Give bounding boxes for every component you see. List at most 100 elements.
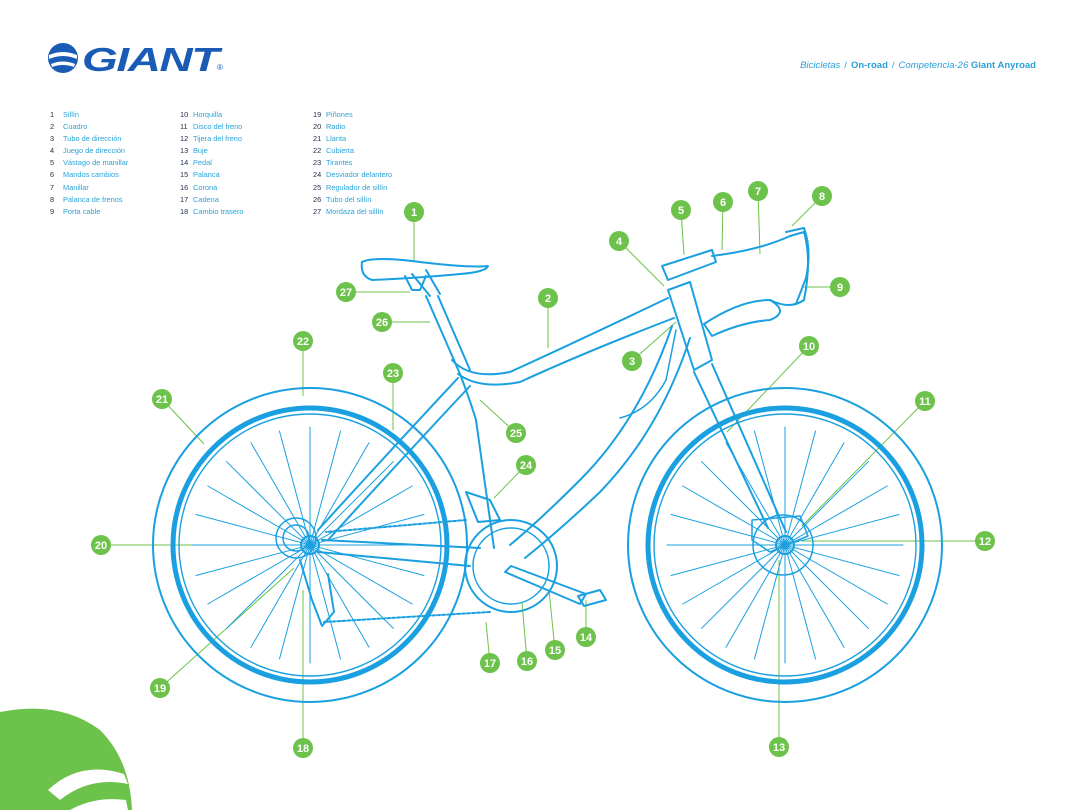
svg-text:1: 1 <box>411 207 417 219</box>
saddle-icon <box>360 258 489 281</box>
legend-number: 16 <box>180 182 189 192</box>
pedal-icon <box>577 589 607 607</box>
legend-number: 21 <box>313 134 322 144</box>
seat-clamp-icon <box>404 275 427 291</box>
legend-number: 14 <box>180 158 189 168</box>
svg-text:27: 27 <box>340 287 352 299</box>
breadcrumb-separator: / <box>891 60 895 71</box>
legend-label: Mandos cambios <box>63 170 119 180</box>
legend-number: 17 <box>180 194 189 204</box>
legend-item: 27 Mordaza del sillín <box>313 206 392 218</box>
legend-label: Cuadro <box>63 122 88 132</box>
badge-5: 5 <box>671 200 691 220</box>
svg-text:19: 19 <box>154 683 166 695</box>
legend-item: 16 Corona <box>180 182 244 194</box>
legend-item: 20 Radio <box>313 121 392 133</box>
legend-item: 26 Tubo del sillín <box>313 194 392 206</box>
legend-number: 7 <box>50 182 55 192</box>
front-derailleur-icon <box>465 491 501 523</box>
chain-top <box>325 519 467 533</box>
svg-text:7: 7 <box>755 186 761 198</box>
legend-item: 21 Llanta <box>313 133 392 145</box>
legend-label: Horquilla <box>193 110 223 119</box>
badge-17: 17 <box>480 653 500 673</box>
svg-text:16: 16 <box>521 656 533 668</box>
legend-label: Piñones <box>326 110 353 119</box>
badge-19: 19 <box>150 678 170 698</box>
brake-lever-icon <box>785 227 810 305</box>
badge-7: 7 <box>748 181 768 201</box>
legend-number: 23 <box>313 158 322 168</box>
brake-disc-icon <box>752 514 814 576</box>
rear-rim <box>170 405 450 685</box>
svg-text:25: 25 <box>510 428 522 440</box>
legend-label: Tubo de dirección <box>63 134 122 144</box>
svg-text:26: 26 <box>376 317 388 329</box>
legend-number: 20 <box>313 122 322 132</box>
svg-text:5: 5 <box>678 205 684 217</box>
decorative-corner-swoosh <box>0 708 132 810</box>
svg-text:23: 23 <box>387 368 399 380</box>
legend-item: 22 Cubierta <box>313 145 392 157</box>
rear-spokes <box>191 426 429 664</box>
badge-15: 15 <box>545 640 565 660</box>
svg-text:10: 10 <box>803 341 815 353</box>
legend-label: Tijera del freno <box>193 134 243 144</box>
front-hub <box>775 535 795 555</box>
svg-text:13: 13 <box>773 742 785 754</box>
stem-icon <box>661 249 717 281</box>
svg-text:4: 4 <box>616 236 623 248</box>
legend-item: 24 Desviador delantero <box>313 169 392 181</box>
breadcrumb-bicicletas[interactable]: Bicicletas <box>800 60 841 71</box>
badge-25: 25 <box>506 423 526 443</box>
legend-number: 10 <box>180 110 189 119</box>
legend-item: 12 Tijera del freno <box>180 133 244 145</box>
legend-number: 8 <box>50 194 55 204</box>
legend-item: 18 Cambio trasero <box>180 206 244 218</box>
breadcrumb-competencia[interactable]: Competencia-26 <box>898 60 969 71</box>
badge-16: 16 <box>517 651 537 671</box>
legend-column-3: 19 Piñones 20 Radio 21 Llanta 22 Cubierta 23… <box>313 109 392 218</box>
breadcrumb-giant-anyroad: Giant Anyroad <box>970 60 1036 71</box>
legend-label: Manillar <box>63 182 89 192</box>
legend-item: 17 Cadena <box>180 194 244 206</box>
giant-logo[interactable]: GIANT ® <box>46 40 228 76</box>
legend-item: 9 Porta cable <box>50 206 128 218</box>
legend-number: 12 <box>180 134 189 144</box>
rear-wheel <box>152 387 468 703</box>
legend-label: Porta cable <box>63 206 101 216</box>
legend-label: Disco del freno <box>193 122 243 132</box>
svg-text:15: 15 <box>549 645 561 657</box>
legend-item: 23 Tirantes <box>313 157 392 169</box>
legend-item: 2 Cuadro <box>50 121 128 133</box>
badge-6: 6 <box>713 192 733 212</box>
legend-number: 18 <box>180 206 189 216</box>
legend-label: Radio <box>326 122 346 132</box>
svg-text:11: 11 <box>919 396 931 408</box>
breadcrumb: Bicicletas / On-road / Competencia-26 Giant … <box>800 60 1036 71</box>
badge-10: 10 <box>799 336 819 356</box>
badge-22: 22 <box>293 331 313 351</box>
legend-label: Cubierta <box>326 146 354 156</box>
legend-label: Pedal <box>193 158 212 168</box>
rear-hub <box>300 535 320 555</box>
legend-column-2: 10 Horquilla 11 Disco del freno 12 Tijera d… <box>180 109 244 218</box>
legend-label: Regulador de sillín <box>326 182 388 192</box>
legend-item: 8 Palanca de frenos <box>50 194 128 206</box>
badge-13: 13 <box>769 737 789 757</box>
breadcrumb-on-road[interactable]: On-road <box>850 60 888 71</box>
badge-8: 8 <box>812 186 832 206</box>
legend-label: Vástago de manillar <box>63 158 129 168</box>
legend-number: 1 <box>50 110 55 119</box>
svg-text:3: 3 <box>629 356 635 368</box>
legend-label: Palanca de frenos <box>63 194 123 204</box>
chainring-icon <box>464 519 558 613</box>
front-rim <box>645 405 925 685</box>
legend-label: Buje <box>193 146 208 156</box>
cassette-icon <box>275 517 317 559</box>
svg-text:20: 20 <box>95 540 107 552</box>
legend-label: Mordaza del sillín <box>326 206 384 216</box>
badge-4: 4 <box>609 231 629 251</box>
svg-text:9: 9 <box>837 282 843 294</box>
